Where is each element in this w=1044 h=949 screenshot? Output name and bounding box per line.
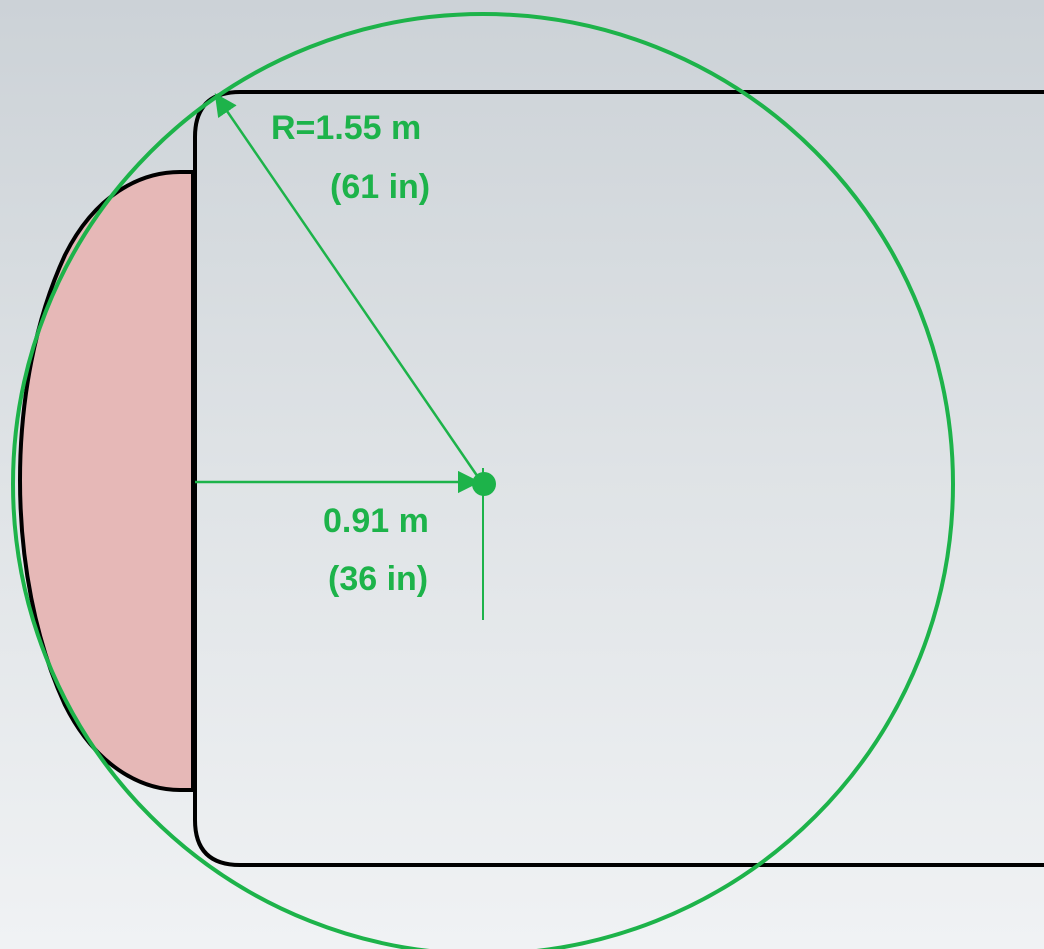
offset-label-imperial: (36 in) bbox=[328, 560, 428, 598]
vehicle-outline bbox=[193, 90, 1044, 867]
center-point bbox=[472, 472, 496, 496]
offset-label: 0.91 m bbox=[323, 502, 429, 540]
radius-label: R=1.55 m bbox=[271, 109, 421, 147]
radius-label-imperial: (61 in) bbox=[330, 168, 430, 206]
front-bulge-shape bbox=[17, 170, 195, 792]
clearance-circle bbox=[11, 12, 955, 949]
radius-dimension-line bbox=[214, 93, 482, 481]
